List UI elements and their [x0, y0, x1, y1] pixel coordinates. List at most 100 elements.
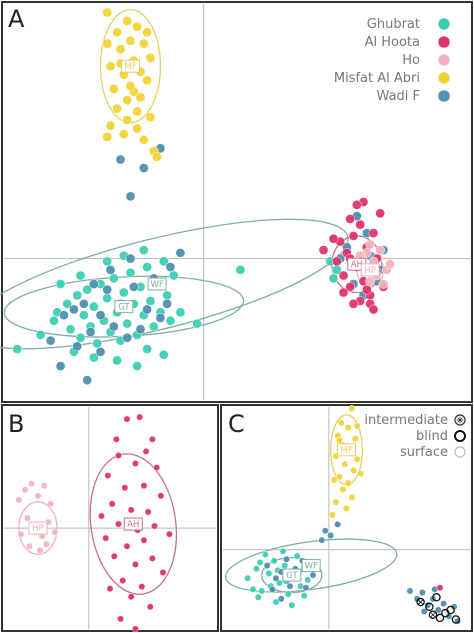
panel-b-point-ho-6 — [23, 514, 31, 522]
panel-a-point-ghubrat-52 — [158, 349, 169, 360]
panel-a-legend: Ghubrat Al Hoota Ho Misfat Al Abri Wadi F — [334, 17, 451, 104]
panel-c-point-misfat-al-abri-2 — [344, 424, 352, 432]
panel-c-point-wadi-f-1 — [272, 574, 280, 582]
legend-a-swatch-ghubrat — [437, 17, 451, 31]
panel-b-point-al-hoota-33 — [112, 435, 120, 443]
panel-b-point-al-hoota-1 — [136, 413, 144, 421]
panel-a-point-misfat-al-abri-17 — [145, 112, 156, 122]
panel-b-ellipse-hp — [18, 501, 58, 555]
panel-b-point-ho-12 — [42, 540, 50, 548]
panel-a-point-misfat-al-abri-31 — [132, 123, 142, 134]
panel-a-point-ho-2 — [365, 276, 375, 287]
panel-c-ellipse-label-box-gt — [282, 568, 302, 582]
panel-b-point-al-hoota-4 — [131, 460, 139, 467]
panel-c-ellipse-label-wf: WF — [305, 562, 318, 572]
panel-b-point-al-hoota-9 — [157, 492, 165, 500]
panel-c-label: C — [228, 410, 245, 438]
panel-a-point-misfat-al-abri-21 — [138, 134, 149, 145]
panel-b-point-al-hoota-25 — [127, 593, 135, 601]
panel-b-point-al-hoota-11 — [127, 506, 135, 514]
panel-b-ellipses — [18, 453, 178, 595]
panel-a-ellipse-wf — [0, 218, 349, 350]
panel-a-point-ghubrat-4 — [65, 324, 76, 335]
panel-a-point-ghubrat-8 — [82, 284, 93, 295]
panel-a-point-misfat-al-abri-3 — [122, 16, 133, 26]
panel-b-ellipse-ah — [89, 453, 178, 595]
legend-a-swatch-misfat-al-abri — [437, 71, 451, 85]
panel-b-point-ho-11 — [36, 546, 44, 554]
panel-c-point-misfat-al-abri-18 — [343, 505, 350, 512]
panel-c-point-misfat-al-abri-11 — [335, 473, 343, 481]
panel-a-point-ghubrat-16 — [108, 273, 119, 284]
panel-a-point-wadi-f-25 — [115, 154, 126, 165]
panel-b-point-al-hoota-18 — [140, 536, 148, 544]
panel-c-point-misfat-al-abri-4 — [351, 435, 359, 443]
panel-c-mark-blind-3 — [446, 605, 455, 615]
panel-a-point-wadi-f-21 — [95, 347, 106, 357]
panel-c-ellipse-label-mf: MF — [340, 446, 352, 456]
panel-b-point-al-hoota-32 — [142, 447, 150, 455]
panel-a-point-wadi-f-1 — [69, 304, 79, 315]
panel-b-point-al-hoota-3 — [115, 451, 122, 459]
panel-a-point-al-hoota-11 — [368, 228, 379, 238]
legend-c-label-blind: blind — [416, 429, 448, 444]
legend-a-label-ghubrat: Ghubrat — [367, 17, 420, 32]
legend-a-swatch-wadi-f — [437, 89, 451, 103]
panel-c-point-wadi-f-15 — [406, 587, 414, 595]
panel-a-point-ghubrat-11 — [92, 338, 103, 349]
panel-a-point-misfat-al-abri-1 — [112, 27, 123, 38]
panel-a-point-ghubrat-10 — [89, 301, 99, 312]
panel-a-ellipse-label-ah: AH — [351, 260, 363, 270]
panel-a-point-ghubrat-0 — [35, 330, 46, 340]
panel-c-point-misfat-al-abri-16 — [348, 493, 356, 501]
panel-a-point-wadi-f-11 — [142, 304, 152, 315]
panel-a-point-misfat-al-abri-4 — [125, 35, 136, 46]
panel-a-point-misfat-al-abri-16 — [135, 92, 146, 103]
legend-a-swatch-al-hoota — [437, 35, 451, 49]
panel-a-point-al-hoota-7 — [355, 219, 366, 230]
panel-b-point-al-hoota-8 — [140, 482, 148, 490]
panel-b-point-al-hoota-10 — [108, 500, 116, 508]
panel-a-point-ghubrat-32 — [162, 290, 172, 301]
panel-b-point-al-hoota-21 — [148, 554, 156, 562]
panel-a-point-ghubrat-46 — [75, 270, 86, 281]
panel-b-point-al-hoota-31 — [165, 530, 173, 538]
panel-c-habitat-marks — [416, 593, 461, 624]
panel-b-point-al-hoota-7 — [121, 484, 129, 492]
panel-c-point-ghubrat-1 — [253, 565, 260, 573]
panel-a-point-misfat-al-abri-9 — [142, 75, 152, 86]
panel-c-ellipse-label-gt: GT — [286, 571, 298, 581]
panel-b-point-al-hoota-12 — [144, 508, 152, 516]
panel-c-point-ghubrat-13 — [261, 551, 269, 558]
panel-a-point-misfat-al-abri-28 — [102, 38, 113, 49]
panel-b-point-al-hoota-15 — [151, 522, 158, 530]
panel-c-point-ghubrat-23 — [300, 592, 308, 600]
panel-a-point-wadi-f-0 — [59, 310, 69, 320]
panel-c-point-misfat-al-abri-12 — [344, 479, 352, 487]
panel-a-point-wadi-f-15 — [89, 279, 99, 289]
panel-b-point-ho-4 — [40, 482, 48, 490]
panel-a-ellipse-label-box-hp — [360, 263, 380, 277]
panel-a-point-ghubrat-19 — [118, 287, 129, 298]
panel-a-point-misfat-al-abri-18 — [112, 103, 123, 114]
panel-b-point-al-hoota-30 — [98, 512, 105, 520]
panel-b-point-al-hoota-26 — [146, 603, 154, 611]
panel-c-point-ghubrat-18 — [288, 601, 296, 609]
panel-c-point-misfat-al-abri-0 — [348, 405, 356, 413]
panel-a-point-wadi-f-28 — [175, 248, 186, 258]
panel-a-point-wadi-f-9 — [128, 282, 139, 292]
panel-c-point-misfat-al-abri-19 — [328, 511, 336, 519]
panel-c-point-ghubrat-17 — [272, 598, 280, 606]
panel-c-point-wadi-f-20 — [434, 606, 442, 614]
panel-b-point-ho-1 — [21, 486, 29, 494]
panel-a-point-wadi-f-2 — [79, 298, 89, 309]
panel-a-point-ho-10 — [385, 259, 395, 270]
panel-a-point-ghubrat-33 — [165, 315, 176, 326]
panel-b-ellipse-labels: HP AH — [28, 517, 143, 535]
panel-b-point-ho-13 — [17, 530, 25, 538]
panel-b-point-al-hoota-13 — [115, 520, 122, 528]
panel-a-point-misfat-al-abri-13 — [122, 95, 133, 106]
